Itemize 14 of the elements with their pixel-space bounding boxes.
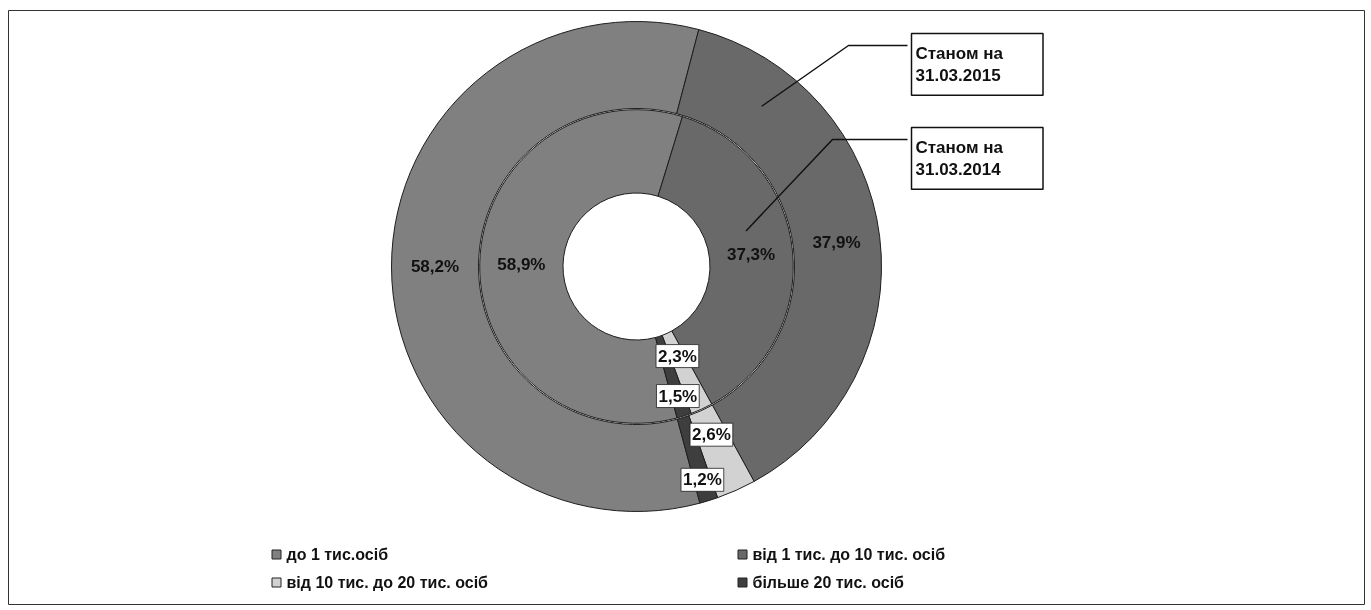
slice-label: Станом на 31.03.2014 <box>915 137 1004 180</box>
legend-label: від 1 тис. до 10 тис. осіб <box>752 546 946 563</box>
slice-label: Станом на 31.03.2015 <box>915 43 1004 86</box>
data-label: 37,3% <box>726 245 776 265</box>
data-label: 2,3% <box>658 346 697 366</box>
data-label: 2,6% <box>692 425 731 445</box>
legend-label: до 1 тис.осіб <box>286 546 389 563</box>
data-label: 58,9% <box>497 254 546 274</box>
data-label: 58,2% <box>410 257 460 277</box>
legend-label: більше 20 тис. осіб <box>752 574 905 591</box>
legend-label: від 10 тис. до 20 тис. осіб <box>286 574 489 591</box>
data-label: 37,9% <box>812 232 861 252</box>
data-label: 1,2% <box>683 470 722 490</box>
data-label: 1,5% <box>658 386 698 406</box>
